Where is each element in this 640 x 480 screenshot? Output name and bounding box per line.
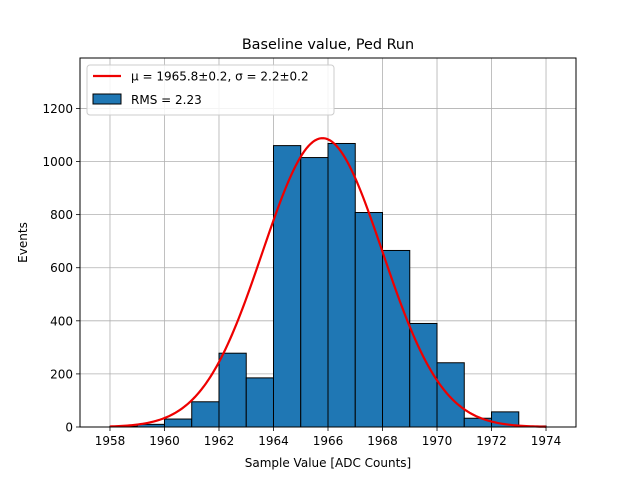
y-tick-label: 600 xyxy=(50,261,73,275)
histogram-bar xyxy=(191,401,220,428)
y-axis-label: Events xyxy=(16,222,30,263)
x-tick-label: 1970 xyxy=(422,434,453,448)
histogram-bars xyxy=(109,142,547,428)
y-tick-label: 200 xyxy=(50,367,73,381)
histogram-bar xyxy=(163,418,193,428)
histogram-bar xyxy=(272,145,302,428)
x-tick-label: 1960 xyxy=(149,434,180,448)
x-tick-label: 1972 xyxy=(476,434,507,448)
x-tick-label: 1962 xyxy=(204,434,235,448)
x-tick-label: 1958 xyxy=(95,434,126,448)
histogram-bar xyxy=(436,362,465,428)
x-tick-label: 1964 xyxy=(258,434,289,448)
histogram-bar xyxy=(354,212,384,428)
chart-title: Baseline value, Ped Run xyxy=(242,37,414,53)
histogram-bar xyxy=(245,377,274,428)
y-tick-label: 400 xyxy=(50,314,73,328)
x-axis-ticks: 1958 1960 1962 1964 1966 1968 1970 1972 1974 xyxy=(95,427,562,448)
y-tick-label: 800 xyxy=(50,208,73,222)
histogram-bar xyxy=(218,352,247,428)
x-tick-label: 1966 xyxy=(313,434,344,448)
legend-box xyxy=(86,64,335,116)
x-tick-label: 1968 xyxy=(367,434,398,448)
legend-histogram-label: RMS = 2.23 xyxy=(131,93,202,107)
gaussian-fit-curve xyxy=(109,137,547,428)
histogram-bar xyxy=(300,157,329,428)
y-tick-label: 0 xyxy=(65,421,73,435)
x-axis-label: Sample Value [ADC Counts] xyxy=(245,456,411,470)
histogram-bar xyxy=(327,142,356,428)
y-tick-label: 1200 xyxy=(42,102,73,116)
x-tick-label: 1974 xyxy=(531,434,562,448)
y-axis-ticks: 0 200 400 600 800 1000 1200 xyxy=(42,102,80,435)
legend-fit-label: μ = 1965.8±0.2, σ = 2.2±0.2 xyxy=(131,70,309,84)
legend-histogram-swatch xyxy=(92,93,122,105)
y-tick-label: 1000 xyxy=(42,155,73,169)
histogram-bar xyxy=(382,249,411,428)
legend: μ = 1965.8±0.2, σ = 2.2±0.2 RMS = 2.23 xyxy=(86,64,335,116)
